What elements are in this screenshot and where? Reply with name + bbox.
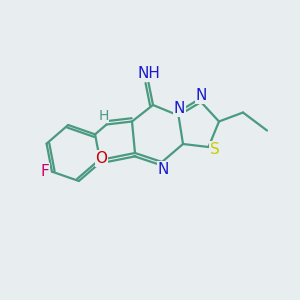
Text: H: H	[98, 109, 109, 122]
Text: N: N	[158, 162, 169, 177]
Text: NH: NH	[138, 66, 161, 81]
Text: N: N	[196, 88, 207, 103]
Text: S: S	[210, 142, 220, 157]
Text: N: N	[173, 101, 185, 116]
Text: O: O	[95, 151, 107, 166]
Text: F: F	[40, 164, 49, 179]
